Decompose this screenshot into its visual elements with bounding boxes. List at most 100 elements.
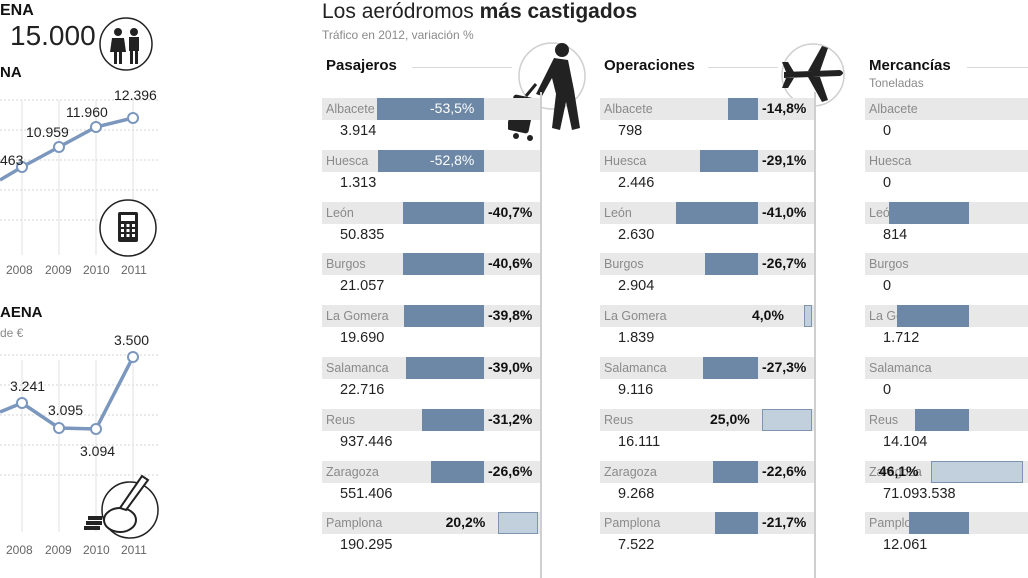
row-total-value: 798 [618,123,643,139]
row-total-value: 190.295 [340,537,393,554]
row-category-label: Zaragoza [326,464,379,479]
row-shade [600,408,814,431]
row-category-label: Zaragoza [869,464,922,479]
bar-row: Albacete 3.914 -53,5% [322,92,540,144]
row-category-label: Burgos [326,257,366,272]
chart2-year-2011: 2011 [121,543,147,557]
panel-title: Operaciones [604,57,695,74]
row-total-value: 14.104 [883,433,928,450]
row-category-label: Reus [604,412,634,427]
row-category-label: Reus [326,412,356,427]
bar-value-label: -39,8% [488,307,533,324]
row-total-value: 551.406 [340,485,393,502]
row-category-label: Reus [869,412,899,427]
data-bar [430,460,484,483]
data-bar [703,357,758,379]
row-shade [865,253,1028,276]
piggy-bank-icon [82,470,162,542]
chart1-year-2009: 2009 [45,263,72,277]
data-bar [897,305,969,328]
bar-row: Pamplona 12.061 [865,506,1028,558]
bar-row: Zaragoza 551.406 -26,6% [322,455,540,507]
row-total-value: 50.835 [340,226,385,243]
row-shade [600,98,814,120]
bar-value-label: 25,0% [710,410,750,427]
data-bar [402,201,484,224]
row-category-label: Salamanca [326,361,389,375]
bar-value-label: -53,5% [430,100,475,116]
row-category-label: León [326,205,354,220]
row-total-value: 9.116 [618,382,654,398]
bar-row: Zaragoza 71.093.538 46,1% [865,455,1028,507]
row-shade [600,305,814,328]
row-category-label: Huesca [326,153,369,168]
bar-row: Salamanca 22.716 -39,0% [322,351,540,403]
bar-row: Huesca 1.313 -52,8% [322,144,540,196]
row-total-value: 0 [883,278,892,295]
bar-value-label: -39,0% [488,359,533,375]
bar-row: La Gomera 1.839 4,0% [600,299,814,351]
bar-row: Salamanca 0 [865,351,1028,403]
bar-row: Zaragoza 9.268 -22,6% [600,455,814,507]
bar-row: Pamplona 7.522 -21,7% [600,506,814,558]
row-total-value: 937.446 [340,433,393,450]
panel-operaciones: Operaciones Albacete 798 -14,8% Huesca 2.446… [600,43,845,578]
bar-row: Salamanca 9.116 -27,3% [600,351,814,403]
chart2-year-2008: 2008 [6,543,33,557]
chart1-point-2010 [90,121,102,133]
bar-row: Reus 937.446 -31,2% [322,403,540,455]
chart2-point-2008 [16,397,28,409]
data-bar [406,357,484,379]
bar-value-label: -40,6% [488,255,533,272]
bar-value-label: -40,7% [488,203,533,220]
row-total-value: 1.313 [340,174,377,191]
chart1-point-2009 [53,141,65,153]
bar-value-label: -41,0% [762,203,807,220]
bar-value-label: -52,8% [430,151,475,168]
row-total-value: 2.904 [618,278,655,295]
row-total-value: 16.111 [618,433,661,450]
row-category-label: Zaragoza [604,464,657,479]
left-big-number: 15.000 [10,20,96,51]
chart2-label-2009: 3.095 [48,402,84,418]
chart2-label-2008: 3.241 [10,378,46,394]
title-rule [412,67,512,68]
panel-title: Mercancías [869,57,951,74]
calculator-icon [98,198,158,258]
row-total-value: 2.446 [618,174,655,191]
panel-mercancias: Mercancías Toneladas Albacete 0 Huesca 0 Leó… [865,50,1028,578]
chart1-label-2010: 11.960 [66,104,108,120]
bar-value-label: -26,7% [762,255,807,272]
left-line-chart-1 [0,99,160,255]
row-total-value: 1.839 [618,330,655,347]
left-top-fragment-2: NA [0,64,22,81]
data-bar [930,460,1023,483]
data-bar [676,201,758,224]
row-category-label: León [604,205,632,220]
title-rule [967,67,1028,68]
zero-axis [540,92,542,578]
row-total-value: 12.061 [883,537,928,554]
bar-row: Huesca 2.446 -29,1% [600,144,814,196]
chart2-year-2009: 2009 [45,543,72,557]
row-total-value: 2.630 [618,226,655,243]
data-bar [378,149,484,172]
row-category-label: Burgos [604,257,644,272]
bar-value-label: -21,7% [762,514,807,531]
row-shade [600,512,814,535]
row-category-label: Burgos [869,257,909,272]
chart1-label-2011: 12.396 [114,87,157,103]
row-shade [865,98,1028,120]
data-bar [699,149,758,172]
row-category-label: Salamanca [604,361,667,375]
bar-row: Reus 14.104 [865,403,1028,455]
row-total-value: 9.268 [618,485,655,502]
airplane-icon [778,40,848,110]
data-bar [804,305,812,328]
left-top-fragment-1: ENA [0,2,34,19]
traveler-icon [507,42,598,146]
row-shade [865,149,1028,172]
bar-row: Huesca 0 [865,144,1028,196]
data-bar [909,512,969,535]
chart1-point-2011 [127,112,139,124]
